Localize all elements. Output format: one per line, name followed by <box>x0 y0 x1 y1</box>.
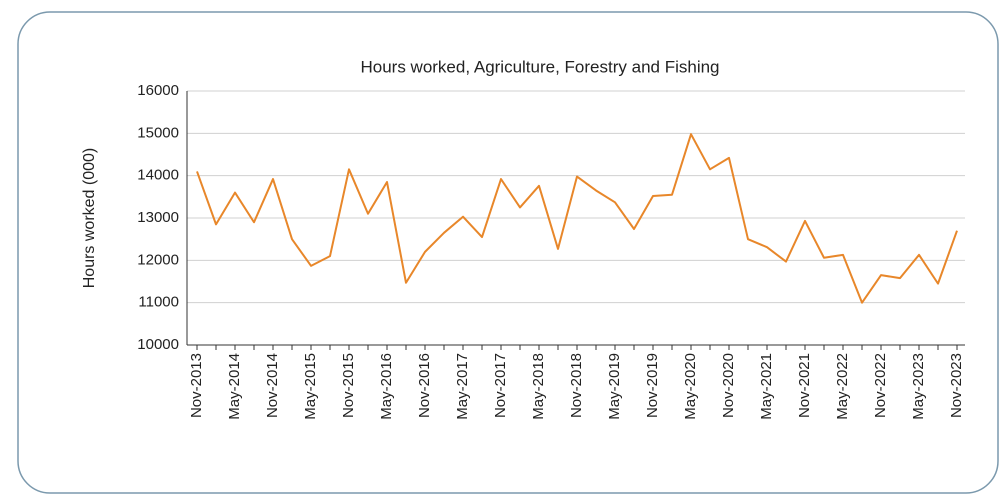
chart-frame <box>17 11 999 494</box>
x-tick-label: May-2017 <box>454 353 471 420</box>
x-tick-label: May-2015 <box>302 353 319 420</box>
x-tick-label: Nov-2014 <box>264 353 281 418</box>
x-tick-label: Nov-2023 <box>948 353 965 418</box>
y-tick-label: 11000 <box>138 294 179 311</box>
data-line <box>196 133 958 304</box>
x-tick-label: May-2018 <box>530 353 547 420</box>
x-tick-label: Nov-2018 <box>568 353 585 418</box>
x-tick-label: May-2021 <box>758 353 775 420</box>
x-tick-label: May-2022 <box>834 353 851 420</box>
y-axis-label: Hours worked (000) <box>81 148 98 289</box>
y-tick-label: 10000 <box>137 336 179 353</box>
x-tick-label: May-2023 <box>910 353 927 420</box>
x-tick-label: Nov-2013 <box>188 353 205 418</box>
chart-title: Hours worked, Agriculture, Forestry and … <box>360 57 719 76</box>
x-tick-label: Nov-2022 <box>872 353 889 418</box>
x-tick-label: Nov-2015 <box>340 353 357 418</box>
x-tick-label: Nov-2016 <box>416 353 433 418</box>
x-tick-label: May-2020 <box>682 353 699 420</box>
y-tick-label: 15000 <box>137 124 179 141</box>
x-tick-label: Nov-2017 <box>492 353 509 418</box>
x-tick-label: Nov-2021 <box>796 353 813 418</box>
x-tick-label: May-2019 <box>606 353 623 420</box>
x-tick-label: May-2016 <box>378 353 395 420</box>
y-tick-label: 13000 <box>137 209 179 226</box>
y-tick-label: 12000 <box>137 251 179 268</box>
y-tick-label: 14000 <box>137 167 179 184</box>
y-tick-label: 16000 <box>137 82 179 99</box>
x-tick-label: Nov-2020 <box>720 353 737 418</box>
x-tick-label: May-2014 <box>226 353 243 420</box>
x-tick-label: Nov-2019 <box>644 353 661 418</box>
